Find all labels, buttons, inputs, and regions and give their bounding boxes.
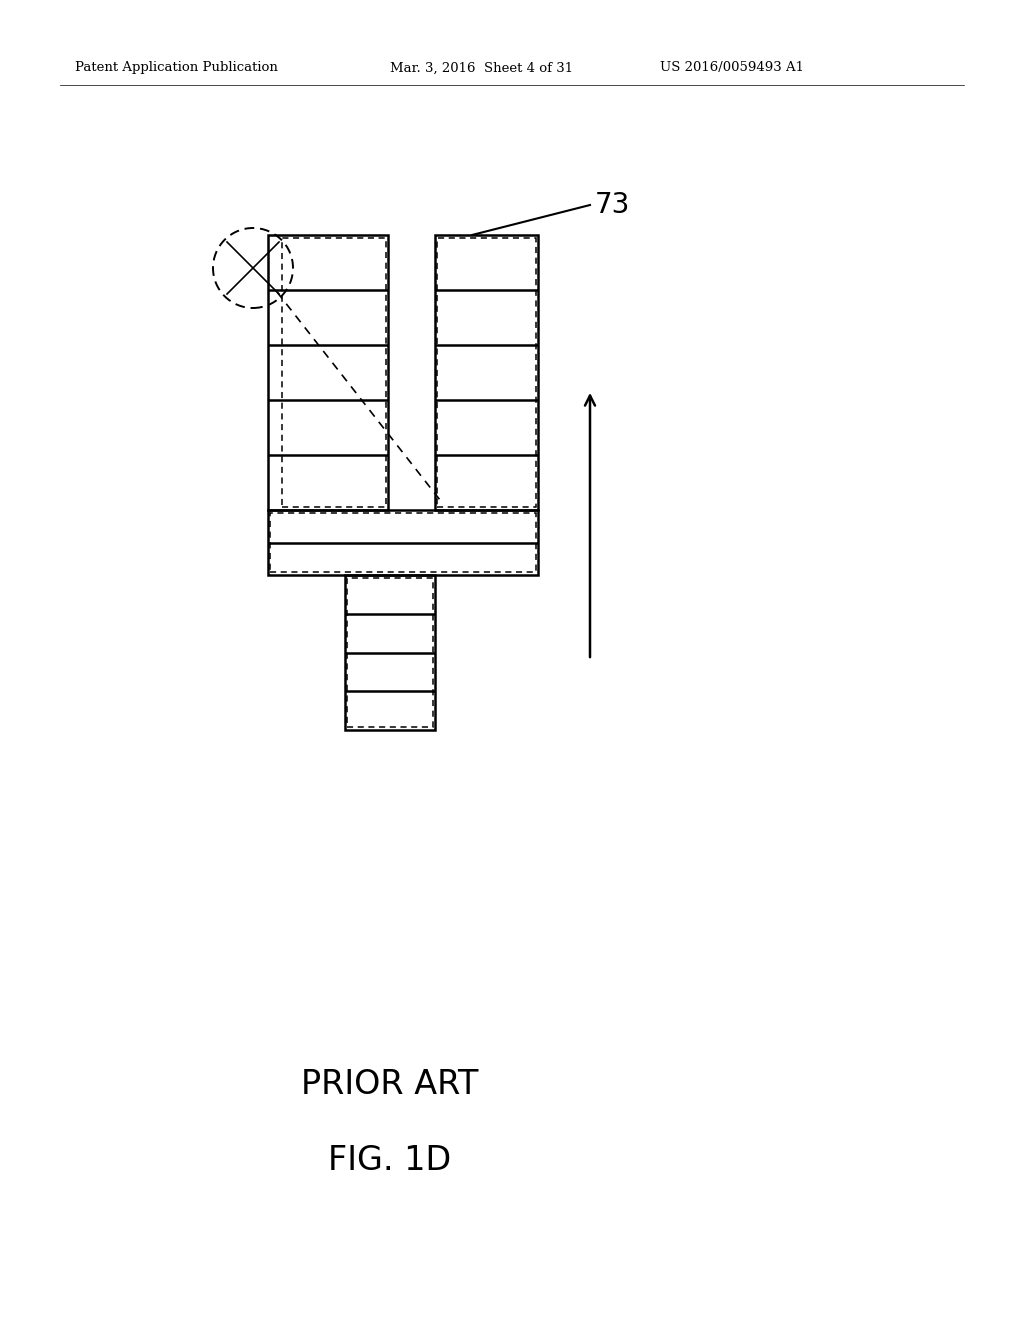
- Bar: [268, 235, 388, 510]
- Text: 73: 73: [595, 191, 631, 219]
- Bar: [270, 513, 536, 572]
- Bar: [268, 510, 538, 576]
- Bar: [282, 238, 386, 507]
- Text: PRIOR ART: PRIOR ART: [301, 1068, 478, 1101]
- Bar: [435, 235, 538, 510]
- Text: US 2016/0059493 A1: US 2016/0059493 A1: [660, 62, 804, 74]
- Text: Patent Application Publication: Patent Application Publication: [75, 62, 278, 74]
- Text: FIG. 1D: FIG. 1D: [329, 1143, 452, 1176]
- Bar: [437, 238, 536, 507]
- Bar: [347, 578, 433, 727]
- Bar: [345, 576, 435, 730]
- Text: Mar. 3, 2016  Sheet 4 of 31: Mar. 3, 2016 Sheet 4 of 31: [390, 62, 573, 74]
